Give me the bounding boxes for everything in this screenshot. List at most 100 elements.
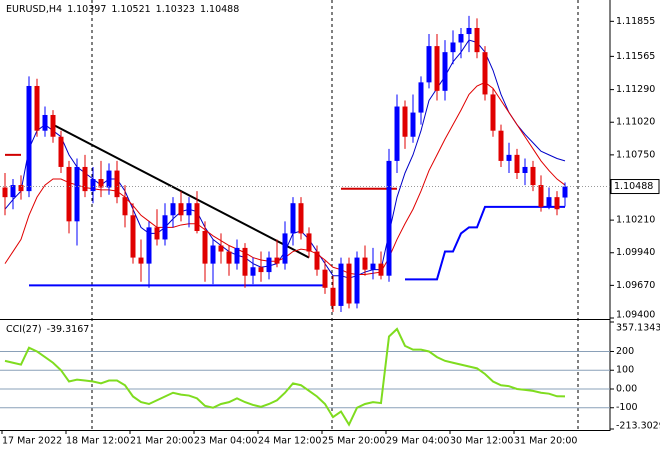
candle-body	[282, 233, 288, 264]
y-tick-label: 1.11565	[616, 51, 655, 62]
candle-body	[330, 287, 336, 306]
candle-body	[154, 227, 160, 240]
candle-body	[2, 187, 8, 198]
y-tick-label: 200	[616, 346, 634, 357]
cci-last: -39.3167	[47, 324, 90, 335]
y-tick-label: 1.10210	[616, 215, 655, 226]
low: 1.10323	[156, 4, 195, 15]
y-tick-label: 1.09670	[616, 280, 655, 291]
candle-body	[210, 245, 216, 264]
candle-body	[306, 233, 312, 252]
y-tick-label: 1.10750	[616, 149, 655, 160]
candle-body	[58, 136, 64, 167]
candle-body	[218, 245, 224, 252]
candle-body	[474, 27, 480, 53]
x-tick-label: 30 Mar 12:00	[450, 436, 513, 447]
cci-title: CCI(27)	[6, 324, 42, 335]
candle-body	[18, 185, 24, 192]
candle-body	[10, 185, 16, 198]
candle-body	[378, 263, 384, 276]
x-tick-label: 21 Mar 20:00	[130, 436, 193, 447]
candle-body	[362, 257, 368, 270]
y-tick-label: 1.09940	[616, 247, 655, 258]
candle-body	[34, 85, 40, 131]
candle-body	[202, 230, 208, 264]
candle-body	[298, 203, 304, 234]
candle-body	[322, 269, 328, 288]
candle-body	[410, 112, 416, 137]
candle-body	[522, 166, 528, 173]
candle-body	[130, 215, 136, 258]
candle-body	[546, 197, 552, 207]
candle-body	[114, 170, 120, 198]
x-tick-label: 29 Mar 04:00	[386, 436, 449, 447]
candle-body	[482, 52, 488, 95]
last-price-label: 1.10488	[614, 181, 653, 192]
candle-body	[442, 52, 448, 91]
open: 1.10397	[67, 4, 106, 15]
candle-body	[26, 85, 32, 192]
x-tick-label: 23 Mar 04:00	[194, 436, 257, 447]
candle-body	[50, 114, 56, 137]
candle-body	[290, 203, 296, 234]
candle-body	[418, 82, 424, 113]
cci-line	[4, 327, 566, 427]
candle-body	[434, 46, 440, 91]
candle-body	[186, 203, 192, 216]
candle-body	[538, 185, 544, 207]
y-tick-label: 100	[616, 365, 634, 376]
y-tick-label: -213.3029	[616, 421, 660, 432]
candle-body	[82, 166, 88, 192]
candle-body	[554, 197, 560, 210]
candle-body	[506, 154, 512, 161]
candle-body	[122, 197, 128, 216]
candle-body	[274, 257, 280, 264]
candle-body	[170, 203, 176, 216]
candle-body	[146, 227, 152, 264]
candle-body	[106, 170, 112, 188]
candle-body	[162, 215, 168, 240]
y-tick-label: 1.11290	[616, 84, 655, 95]
candle-body	[42, 114, 48, 131]
candle-body	[66, 166, 72, 222]
y-tick-label: 1.11855	[616, 16, 655, 27]
candle-body	[226, 251, 232, 264]
candle-body	[426, 46, 432, 83]
candle-body	[266, 257, 272, 273]
candle-body	[194, 203, 200, 231]
y-tick-label: 0.00	[616, 383, 637, 394]
candle-body	[338, 263, 344, 306]
x-tick-label: 24 Mar 12:00	[258, 436, 321, 447]
candle-body	[562, 186, 568, 198]
candle-body	[138, 257, 144, 264]
symbol: EURUSD,H4	[6, 4, 62, 15]
candle-body	[90, 179, 96, 192]
candle-body	[234, 247, 240, 264]
candle-body	[242, 247, 248, 276]
x-tick-label: 18 Mar 12:00	[66, 436, 129, 447]
candle-body	[402, 106, 408, 137]
candle-body	[250, 267, 256, 276]
y-tick-label: -100	[616, 402, 638, 413]
close: 1.10488	[200, 4, 239, 15]
candle-body	[530, 166, 536, 186]
candle-body	[386, 160, 392, 276]
candle-body	[98, 179, 104, 188]
candle-body	[498, 130, 504, 161]
candle-body	[370, 263, 376, 270]
y-tick-label: 357.1343	[616, 323, 660, 334]
candle-body	[450, 42, 456, 53]
indicator-line	[405, 205, 565, 281]
candle-body	[466, 27, 472, 35]
candle-body	[354, 257, 360, 304]
candle-body	[178, 203, 184, 216]
y-tick-label: 1.09400	[616, 310, 655, 321]
candle-body	[514, 154, 520, 173]
last-price-box	[610, 179, 660, 195]
x-tick-label: 31 Mar 20:00	[514, 436, 577, 447]
high: 1.10521	[111, 4, 150, 15]
cci-header: CCI(27) -39.3167	[6, 324, 89, 335]
y-tick-label: 1.11020	[616, 117, 655, 128]
